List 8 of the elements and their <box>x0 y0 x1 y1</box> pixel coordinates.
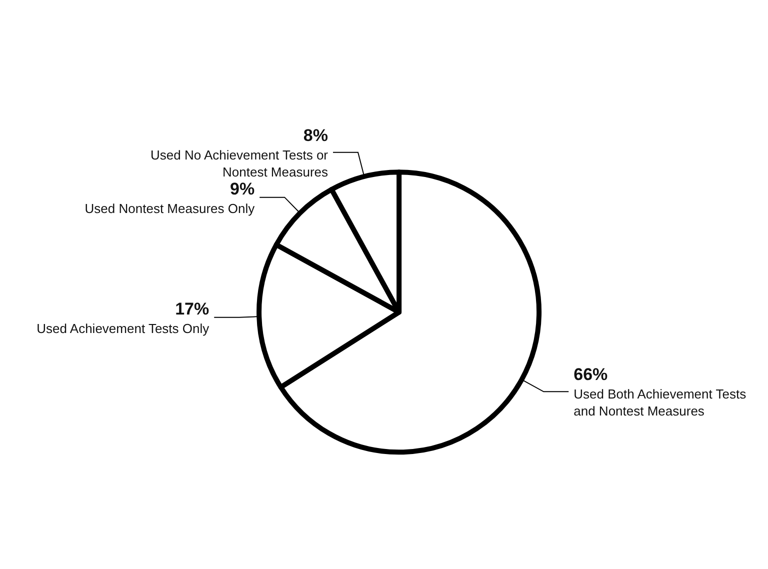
slice-label: Used Nontest Measures Only <box>84 200 256 216</box>
slice-label: Used No Achievement Tests or Nontest Measures <box>150 147 329 180</box>
slice-label: Used Both Achievement Tests and Nontest Measures <box>574 386 747 419</box>
data-label: 17% <box>175 299 210 318</box>
data-label: 9% <box>230 179 255 198</box>
data-label: 66% <box>574 365 608 384</box>
slice-label: Used Achievement Tests Only <box>36 320 210 336</box>
data-label: 8% <box>303 126 328 145</box>
